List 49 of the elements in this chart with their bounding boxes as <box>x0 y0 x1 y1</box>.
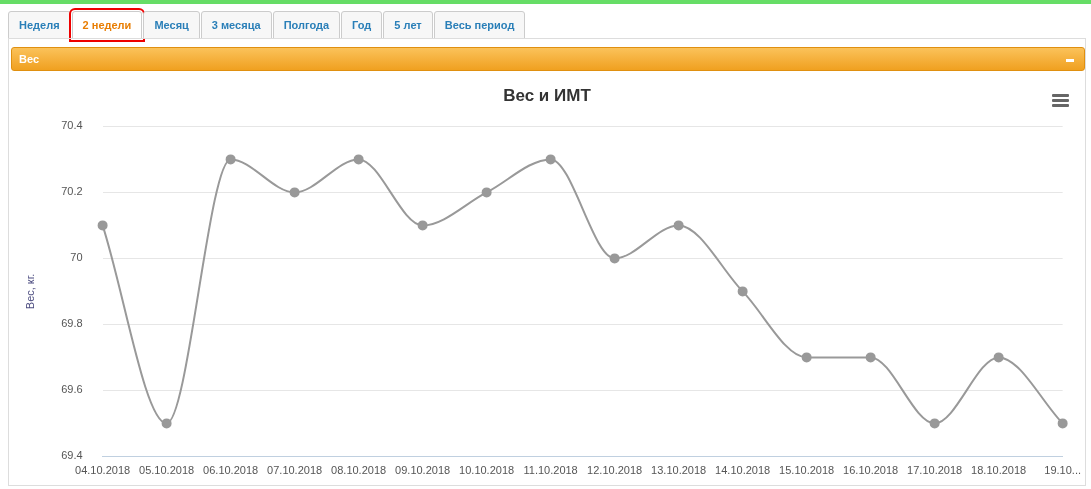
x-tick-label: 17.10.2018 <box>907 464 963 477</box>
x-tick-label: 10.10.2018 <box>459 464 515 477</box>
text: Весь период <box>433 11 526 39</box>
x-tick-label: 18.10.2018 <box>971 464 1027 477</box>
text: 5 лет <box>383 11 433 39</box>
point <box>481 187 492 198</box>
y-tick-label: 69.4 <box>61 449 83 462</box>
point <box>161 418 172 429</box>
x-tick-label: 14.10.2018 <box>715 464 771 477</box>
x-tick-label: 07.10.2018 <box>267 464 323 477</box>
point <box>225 154 236 165</box>
point <box>353 154 364 165</box>
point <box>801 352 812 363</box>
point <box>1057 418 1068 429</box>
point <box>673 220 684 231</box>
x-tick-label: 19.10... <box>1044 464 1081 477</box>
point <box>993 352 1004 363</box>
point <box>737 286 748 297</box>
text: 3 месяца <box>200 11 272 39</box>
point <box>417 220 428 231</box>
point <box>609 253 620 264</box>
text: Месяц <box>143 11 200 39</box>
x-tick-label: 06.10.2018 <box>203 464 259 477</box>
text: Полгода <box>272 11 341 39</box>
text: Год <box>341 11 383 39</box>
point <box>97 220 108 231</box>
point <box>545 154 556 165</box>
x-tick-label: 12.10.2018 <box>587 464 643 477</box>
chart-title: Вес и ИМТ <box>503 85 592 105</box>
point <box>865 352 876 363</box>
y-tick-label: 70.2 <box>61 185 83 198</box>
x-tick-label: 15.10.2018 <box>779 464 835 477</box>
text: Вес <box>19 53 40 65</box>
y-tick-label: 69.6 <box>61 383 83 396</box>
y-axis-title: Вес, кг. <box>23 273 36 310</box>
point <box>929 418 940 429</box>
y-tick-label: 70.4 <box>61 119 83 132</box>
x-tick-label: 11.10.2018 <box>523 464 578 477</box>
x-tick-label: 13.10.2018 <box>651 464 707 477</box>
text: Неделя <box>8 11 71 39</box>
point <box>289 187 300 198</box>
y-tick-label: 70 <box>70 251 83 264</box>
x-tick-label: 04.10.2018 <box>75 464 131 477</box>
text: 2 недели <box>71 11 143 39</box>
y-tick-label: 69.8 <box>61 317 83 330</box>
x-tick-label: 16.10.2018 <box>843 464 899 477</box>
x-tick-label: 09.10.2018 <box>395 464 451 477</box>
x-tick-label: 08.10.2018 <box>331 464 387 477</box>
x-tick-label: 05.10.2018 <box>139 464 195 477</box>
